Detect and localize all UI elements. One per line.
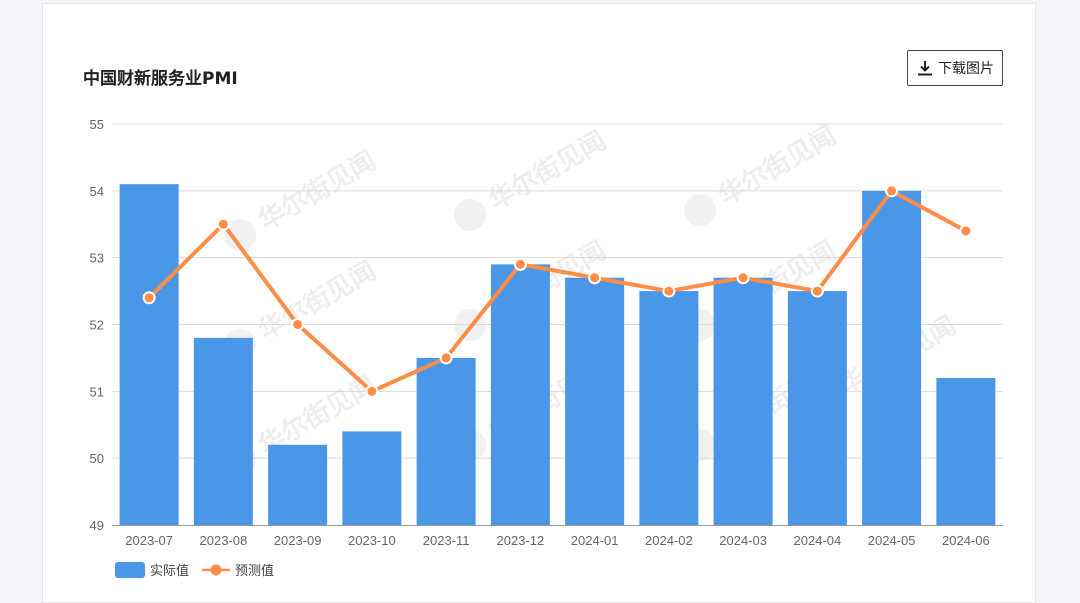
download-image-button[interactable]: 下载图片 [907,50,1003,86]
forecast-point [291,318,305,331]
bar [862,190,922,526]
forecast-point [216,217,230,231]
x-tick-label: 2023-12 [497,533,545,548]
y-tick-label: 51 [90,384,104,399]
forecast-point [959,224,973,238]
forecast-point [439,351,453,365]
watermark: 华尔街见闻 [224,145,381,251]
watermark: 华尔街见闻 [684,120,841,226]
y-tick-label: 52 [90,318,104,333]
bar [787,291,847,525]
forecast-point [142,291,156,305]
bar [713,277,773,525]
bar [119,184,179,525]
x-tick-label: 2024-01 [571,533,619,548]
forecast-point [885,184,899,198]
legend-swatch-actual [115,562,145,578]
x-tick-label: 2023-09 [274,533,322,548]
x-tick-label: 2024-03 [719,533,767,548]
x-tick-label: 2024-05 [868,533,916,548]
y-tick-label: 49 [90,518,104,533]
bar [268,444,328,525]
y-tick-label: 54 [90,184,104,199]
forecast-line [147,188,968,394]
chart-title: 中国财新服务业PMI [83,69,238,89]
bar [936,377,996,525]
forecast-point [736,271,750,285]
y-tick-label: 50 [90,451,104,466]
watermark: 华尔街见闻 [454,125,611,232]
download-icon [916,59,934,77]
forecast-point [513,257,527,271]
x-tick-label: 2023-08 [200,533,248,548]
watermark-text: 华尔街见闻 [483,125,611,217]
bar [565,277,625,525]
bar [416,357,476,525]
download-label: 下载图片 [938,61,994,77]
watermark-logo-icon [684,194,716,226]
forecast-point [365,384,379,398]
legend-label-forecast: 预测值 [235,563,274,579]
x-tick-label: 2024-06 [942,533,990,548]
watermark-text: 华尔街见闻 [713,120,841,212]
y-tick-label: 55 [90,117,104,132]
x-tick-label: 2024-02 [645,533,693,548]
bar [639,291,699,525]
forecast-point [588,271,602,285]
x-tick-label: 2024-04 [794,533,842,548]
bar [193,337,253,525]
bar [490,264,550,525]
forecast-point [810,284,824,298]
forecast-point [662,284,676,298]
bar [342,431,402,525]
y-tick-label: 53 [90,251,104,266]
x-tick-label: 2023-11 [423,533,470,548]
legend-label-actual: 实际值 [150,563,189,579]
legend-marker-forecast [210,564,222,576]
watermark-logo-icon [224,219,256,251]
watermark-logo-icon [454,199,486,232]
watermark-text: 华尔街见闻 [253,255,381,347]
x-tick-label: 2023-07 [125,533,173,548]
x-tick-label: 2023-10 [348,533,396,548]
